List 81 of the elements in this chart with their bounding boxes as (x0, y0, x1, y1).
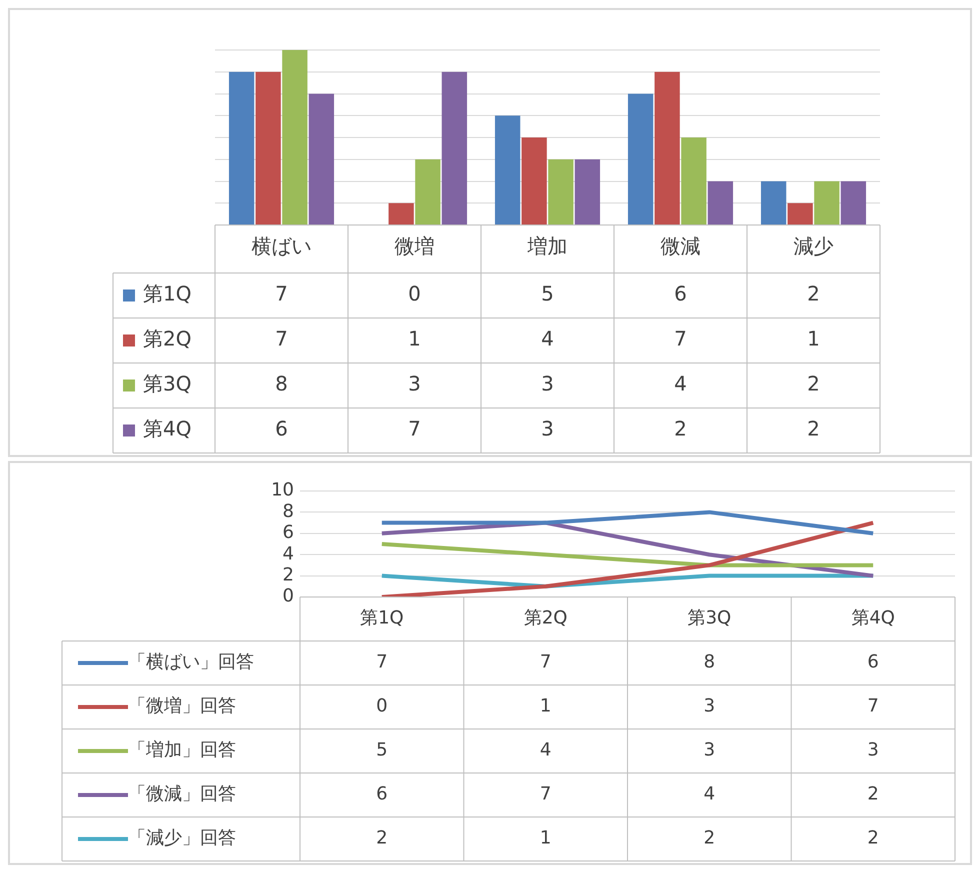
data-label: 2 (867, 784, 879, 805)
legend-label: 「微減」回答 (128, 784, 236, 805)
data-label: 2 (674, 416, 687, 441)
x-tick-label: 第1Q (360, 607, 404, 628)
bar (522, 138, 547, 224)
bar (788, 203, 813, 224)
data-label: 7 (275, 282, 288, 306)
bar (308, 94, 334, 224)
data-label: 6 (674, 282, 687, 306)
data-label: 3 (408, 372, 421, 396)
data-label: 1 (540, 696, 552, 717)
data-label: 1 (807, 326, 820, 351)
bar (415, 159, 440, 224)
data-label: 4 (540, 740, 552, 761)
data-label: 4 (541, 326, 554, 351)
bar (548, 159, 574, 224)
data-label: 2 (807, 372, 820, 396)
data-label: 5 (541, 282, 554, 306)
data-label: 7 (674, 326, 687, 351)
data-label: 5 (376, 740, 388, 761)
y-tick-label: 8 (282, 500, 294, 522)
bar (814, 181, 840, 224)
data-label: 0 (376, 696, 388, 717)
bar (282, 50, 308, 224)
legend-label: 「減少」回答 (128, 828, 236, 849)
data-label: 7 (540, 784, 552, 805)
data-label: 2 (867, 828, 879, 849)
data-label: 2 (807, 282, 820, 306)
x-tick-label: 第3Q (688, 607, 732, 628)
x-tick-label: 減少 (794, 234, 834, 258)
data-label: 3 (541, 372, 554, 396)
bar (628, 94, 654, 224)
data-label: 7 (376, 652, 388, 673)
data-label: 3 (704, 696, 716, 717)
data-label: 7 (408, 416, 421, 441)
data-label: 2 (704, 828, 716, 849)
x-tick-label: 増加 (526, 234, 568, 258)
y-tick-label: 0 (282, 586, 294, 607)
data-label: 0 (408, 282, 421, 306)
legend-label: 「横ばい」回答 (128, 652, 254, 673)
data-label: 7 (867, 696, 879, 717)
legend-label: 「増加」回答 (128, 740, 236, 761)
y-tick-label: 2 (282, 564, 294, 586)
legend-label: 第4Q (143, 416, 192, 441)
legend-label: 「微増」回答 (128, 696, 236, 717)
bar (228, 72, 254, 224)
x-tick-label: 横ばい (252, 234, 312, 258)
data-label: 1 (408, 326, 421, 351)
data-label: 3 (867, 740, 879, 761)
data-label: 3 (541, 416, 554, 441)
data-label: 7 (540, 652, 552, 673)
data-label: 3 (704, 740, 716, 761)
y-tick-label: 10 (271, 480, 294, 501)
data-label: 8 (704, 652, 716, 673)
bar (760, 181, 786, 224)
bar (840, 181, 866, 224)
x-tick-label: 微増 (394, 234, 434, 258)
bar (256, 72, 281, 224)
y-tick-label: 6 (282, 522, 294, 544)
bar (388, 203, 414, 224)
y-tick-label: 4 (282, 543, 294, 564)
legend-label: 第3Q (143, 372, 192, 396)
bar (708, 181, 734, 224)
data-label: 4 (704, 784, 716, 805)
data-label: 6 (376, 784, 388, 805)
data-label: 2 (376, 828, 388, 849)
data-label: 6 (867, 652, 879, 673)
bar (654, 72, 680, 224)
bar (442, 72, 468, 224)
data-label: 1 (540, 828, 552, 849)
x-tick-label: 第4Q (851, 607, 895, 628)
bar (574, 159, 600, 224)
legend-label: 第2Q (143, 326, 192, 351)
bar (494, 116, 520, 224)
data-label: 2 (807, 416, 820, 441)
x-tick-label: 第2Q (524, 607, 568, 628)
x-tick-label: 微減 (660, 234, 700, 258)
bar (681, 138, 706, 224)
data-label: 4 (674, 372, 687, 396)
legend-label: 第1Q (143, 282, 192, 306)
data-label: 7 (275, 326, 288, 351)
